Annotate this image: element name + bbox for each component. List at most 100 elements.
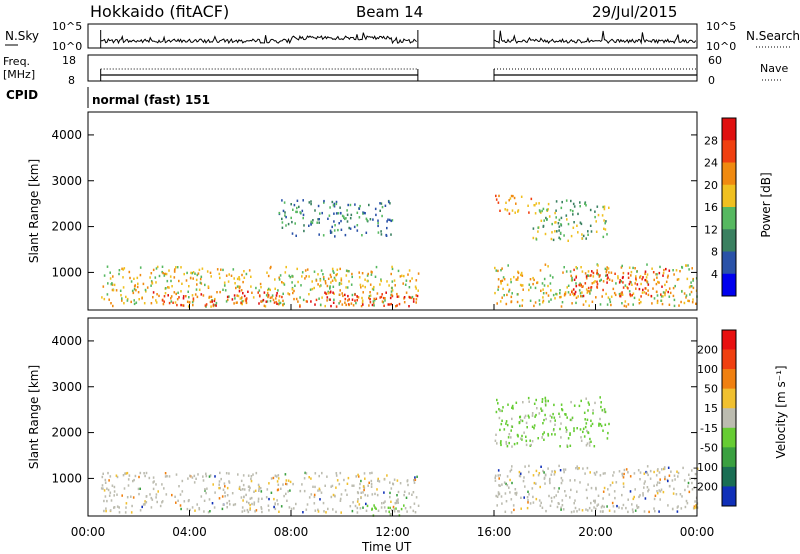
data-cell bbox=[249, 508, 251, 511]
data-cell bbox=[218, 486, 220, 490]
data-cell bbox=[331, 225, 333, 229]
data-cell bbox=[376, 292, 379, 295]
data-cell bbox=[511, 292, 513, 295]
data-cell bbox=[395, 507, 397, 510]
data-cell bbox=[577, 467, 579, 471]
data-cell bbox=[323, 278, 325, 281]
data-cell bbox=[133, 288, 136, 291]
data-cell bbox=[265, 496, 268, 499]
data-cell bbox=[631, 283, 633, 286]
data-cell bbox=[103, 297, 106, 301]
data-cell bbox=[596, 269, 598, 272]
data-cell bbox=[556, 230, 558, 233]
data-cell bbox=[573, 427, 575, 430]
data-cell bbox=[329, 285, 331, 288]
velocity-data bbox=[100, 396, 699, 517]
data-cell bbox=[643, 482, 646, 485]
noise-search-label: N.Search bbox=[746, 29, 800, 43]
data-cell bbox=[687, 481, 690, 485]
data-cell bbox=[525, 443, 528, 447]
data-cell bbox=[266, 300, 269, 303]
data-cell bbox=[233, 302, 235, 305]
data-cell bbox=[224, 485, 226, 488]
data-cell bbox=[338, 283, 341, 286]
data-cell bbox=[380, 202, 383, 205]
data-cell bbox=[647, 473, 649, 477]
data-cell bbox=[190, 271, 192, 275]
data-cell bbox=[532, 501, 535, 504]
data-cell bbox=[204, 488, 206, 491]
data-cell bbox=[286, 483, 288, 486]
colorbar-swatch bbox=[722, 273, 736, 297]
data-cell bbox=[329, 229, 332, 232]
colorbar-tick-label: -200 bbox=[693, 480, 718, 493]
data-cell bbox=[584, 418, 586, 421]
data-cell bbox=[380, 230, 382, 233]
data-cell bbox=[332, 270, 334, 273]
data-cell bbox=[233, 294, 236, 297]
data-cell bbox=[553, 428, 555, 431]
colorbar-tick-label: 4 bbox=[711, 268, 718, 281]
data-cell bbox=[523, 476, 525, 479]
data-cell bbox=[605, 274, 607, 277]
data-cell bbox=[320, 269, 323, 272]
data-cell bbox=[618, 506, 620, 509]
data-cell bbox=[268, 482, 270, 485]
data-cell bbox=[560, 295, 562, 299]
data-cell bbox=[629, 293, 631, 296]
data-cell bbox=[335, 472, 338, 475]
data-cell bbox=[210, 295, 213, 298]
data-cell bbox=[520, 195, 523, 198]
data-cell bbox=[621, 474, 624, 477]
data-cell bbox=[506, 283, 509, 286]
data-cell bbox=[661, 468, 663, 471]
data-cell bbox=[408, 269, 411, 272]
data-cell bbox=[595, 220, 597, 223]
data-cell bbox=[685, 294, 688, 297]
data-cell bbox=[633, 495, 635, 499]
data-cell bbox=[284, 211, 286, 214]
data-cell bbox=[607, 488, 609, 491]
data-cell bbox=[326, 296, 329, 299]
data-cell bbox=[349, 203, 352, 207]
data-cell bbox=[549, 420, 552, 423]
data-cell bbox=[394, 502, 397, 505]
data-cell bbox=[692, 279, 694, 282]
data-cell bbox=[664, 293, 666, 297]
data-cell bbox=[272, 476, 275, 480]
data-cell bbox=[660, 295, 663, 298]
data-cell bbox=[401, 274, 403, 277]
data-cell bbox=[192, 303, 194, 307]
noise-trace bbox=[100, 30, 698, 48]
data-cell bbox=[516, 293, 519, 296]
data-cell bbox=[379, 202, 381, 205]
data-cell bbox=[388, 218, 391, 222]
data-cell bbox=[558, 229, 560, 232]
data-cell bbox=[381, 293, 383, 296]
data-cell bbox=[658, 489, 660, 492]
data-cell bbox=[146, 286, 149, 289]
data-cell bbox=[581, 291, 583, 294]
data-cell bbox=[340, 493, 343, 496]
data-cell bbox=[580, 222, 583, 226]
data-cell bbox=[573, 429, 575, 433]
data-cell bbox=[655, 282, 658, 286]
data-cell bbox=[510, 280, 512, 284]
data-cell bbox=[572, 213, 574, 216]
data-cell bbox=[528, 470, 530, 474]
data-cell bbox=[376, 488, 378, 491]
data-cell bbox=[335, 510, 337, 514]
data-cell bbox=[645, 470, 647, 474]
data-cell bbox=[595, 507, 597, 511]
data-cell bbox=[502, 276, 505, 279]
data-cell bbox=[306, 503, 309, 506]
data-cell bbox=[653, 497, 656, 501]
data-cell bbox=[186, 507, 189, 511]
data-cell bbox=[121, 297, 123, 300]
data-cell bbox=[574, 499, 576, 502]
data-cell bbox=[383, 506, 386, 509]
data-cell bbox=[336, 479, 339, 482]
data-cell bbox=[294, 222, 296, 225]
data-cell bbox=[264, 305, 267, 308]
data-cell bbox=[542, 207, 545, 211]
